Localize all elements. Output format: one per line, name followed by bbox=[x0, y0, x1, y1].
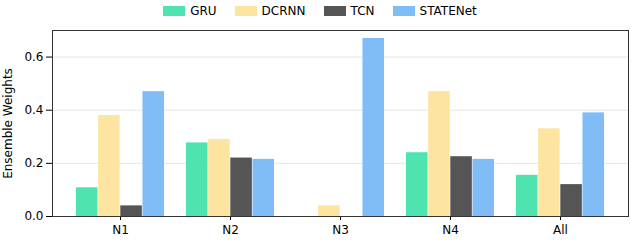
svg-text:0.0: 0.0 bbox=[24, 209, 43, 223]
svg-text:0.6: 0.6 bbox=[24, 50, 43, 64]
html-text:DCRNN: DCRNN bbox=[261, 4, 306, 18]
svg-text:N4: N4 bbox=[442, 223, 459, 237]
svg-text:0.2: 0.2 bbox=[24, 156, 43, 170]
svg-text:0.4: 0.4 bbox=[24, 103, 43, 117]
html-text:TCN: TCN bbox=[350, 4, 375, 18]
html-text:GRU: GRU bbox=[190, 4, 217, 18]
html-text:STATENet: STATENet bbox=[419, 4, 477, 18]
svg-text:Ensemble Weights: Ensemble Weights bbox=[1, 68, 15, 179]
svg-text:N3: N3 bbox=[332, 223, 349, 237]
svg-text:All: All bbox=[553, 223, 568, 237]
svg-text:N2: N2 bbox=[222, 223, 239, 237]
svg-text:N1: N1 bbox=[112, 223, 129, 237]
